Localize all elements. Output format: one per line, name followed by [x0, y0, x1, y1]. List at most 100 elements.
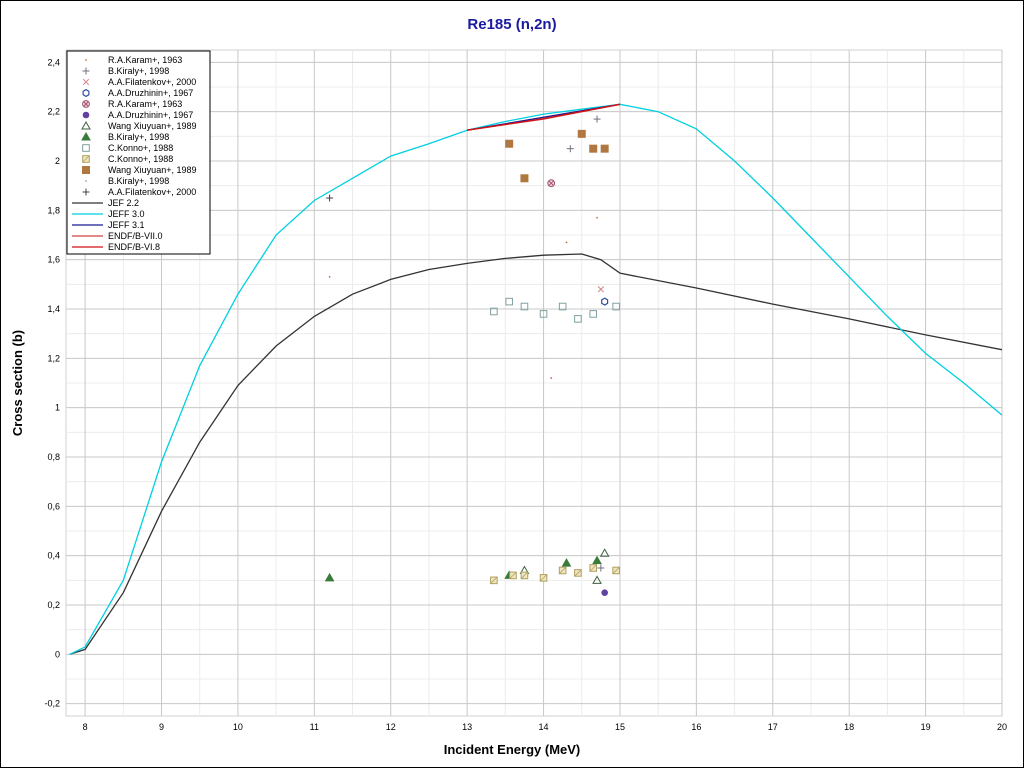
- data-point: [597, 564, 605, 572]
- legend-label: B.Kiraly+, 1998: [108, 66, 169, 76]
- x-tick-label: 17: [768, 722, 778, 732]
- hatch: [612, 567, 620, 574]
- series-line: [69, 103, 1002, 655]
- legend-label: A.A.Filatenkov+, 2000: [108, 77, 196, 87]
- cx-b: [548, 180, 554, 186]
- data-point: [520, 571, 529, 580]
- data-point: [505, 139, 514, 148]
- curves-layer: [69, 103, 1002, 655]
- data-point: [601, 297, 609, 306]
- legend-label: ENDF/B-VI.8: [108, 242, 160, 252]
- data-point: [550, 377, 553, 379]
- legend-swatch: [82, 166, 90, 174]
- legend-label: B.Kiraly+, 1998: [108, 176, 169, 186]
- data-point: [547, 179, 556, 188]
- data-point: [558, 302, 567, 311]
- y-tick-label: 0,6: [47, 501, 60, 511]
- y-tick-label: 2,4: [47, 57, 60, 67]
- y-axis-ticks: -0,2 0 0,2 0,4 0,6 0,8 1 1,2 1,4 1,6 1,8 2 2,2 2,4: [44, 57, 60, 708]
- hatch: [82, 155, 90, 163]
- legend-swatch: [81, 120, 91, 130]
- x-tick-label: 12: [386, 722, 396, 732]
- data-point: [520, 302, 529, 311]
- y-tick-label: 2,2: [47, 107, 60, 117]
- x-tick-label: 16: [691, 722, 701, 732]
- data-point: [539, 574, 548, 582]
- x-tick-label: 11: [310, 722, 319, 732]
- legend-label: ENDF/B-VII.0: [108, 231, 163, 241]
- data-point: [589, 564, 598, 572]
- y-tick-label: 0,8: [47, 452, 60, 462]
- y-axis-label: Cross section (b): [10, 330, 25, 436]
- y-tick-label: -0,2: [44, 699, 60, 709]
- legend-swatch: [82, 88, 90, 98]
- hatch: [589, 564, 597, 572]
- legend-box: [66, 50, 211, 255]
- data-point: [490, 576, 498, 585]
- data-point: [612, 566, 620, 575]
- x-b: [597, 286, 605, 293]
- data-point: [601, 589, 608, 596]
- y-tick-label: 2: [55, 156, 60, 166]
- hatch: [509, 572, 517, 579]
- legend-label: Wang Xiuyuan+, 1989: [108, 165, 196, 175]
- data-point: [589, 310, 598, 318]
- y-tick-label: 1,6: [47, 255, 60, 265]
- legend-swatch: [82, 111, 90, 119]
- hatch: [540, 574, 547, 582]
- hatch: [490, 577, 498, 584]
- chart-title: Re185 (n,2n): [467, 16, 556, 33]
- data-point: [566, 145, 574, 153]
- legend-label: JEF 2.2: [108, 198, 139, 208]
- legend-swatch: [82, 67, 90, 75]
- x-tick-label: 9: [159, 722, 164, 732]
- data-point: [592, 575, 602, 584]
- data-point: [324, 572, 335, 582]
- data-point: [612, 302, 620, 311]
- legend-label: R.A.Karam+, 1963: [108, 99, 182, 109]
- data-point: [558, 566, 567, 575]
- data-point: [561, 558, 572, 567]
- legend-label: C.Konno+, 1988: [108, 143, 173, 153]
- data-point: [574, 569, 582, 577]
- legend-label: JEFF 3.0: [108, 209, 145, 219]
- points-layer: [324, 115, 620, 596]
- series-line: [69, 253, 1002, 655]
- legend-label: A.A.Filatenkov+, 2000: [108, 187, 196, 197]
- data-point: [597, 286, 605, 293]
- legend-label: Wang Xiuyuan+, 1989: [108, 121, 196, 131]
- legend-label: A.A.Druzhinin+, 1967: [108, 110, 193, 120]
- y-tick-label: 0,4: [47, 551, 60, 561]
- data-point: [599, 548, 610, 557]
- y-tick-label: 0: [55, 649, 60, 659]
- x-tick-label: 20: [997, 722, 1007, 732]
- x-tick-label: 10: [233, 722, 243, 732]
- x-tick-label: 13: [462, 722, 472, 732]
- legend-swatch: [82, 144, 90, 152]
- x-tick-label: 15: [615, 722, 625, 732]
- legend-swatch: [81, 131, 91, 141]
- legend-label: A.A.Druzhinin+, 1967: [108, 88, 193, 98]
- legend-swatch: [82, 155, 90, 163]
- y-tick-label: 1,4: [47, 304, 60, 314]
- data-point: [509, 571, 517, 580]
- data-point: [577, 129, 586, 138]
- data-point: [505, 297, 513, 306]
- legend-swatch: [82, 100, 90, 108]
- x-tick-label: 8: [83, 722, 88, 732]
- legend-label: B.Kiraly+, 1998: [108, 132, 169, 142]
- data-point: [326, 194, 334, 202]
- x-axis-label: Incident Energy (MeV): [444, 742, 581, 757]
- legend-swatch: [85, 180, 87, 182]
- x-b: [82, 78, 90, 86]
- x-tick-label: 19: [921, 722, 931, 732]
- hatch: [521, 572, 528, 579]
- legend-swatch: [82, 188, 90, 196]
- data-point: [328, 276, 331, 278]
- y-tick-label: 1: [55, 403, 60, 413]
- hatch: [559, 567, 566, 574]
- data-point: [490, 307, 498, 316]
- series-line: [467, 103, 621, 131]
